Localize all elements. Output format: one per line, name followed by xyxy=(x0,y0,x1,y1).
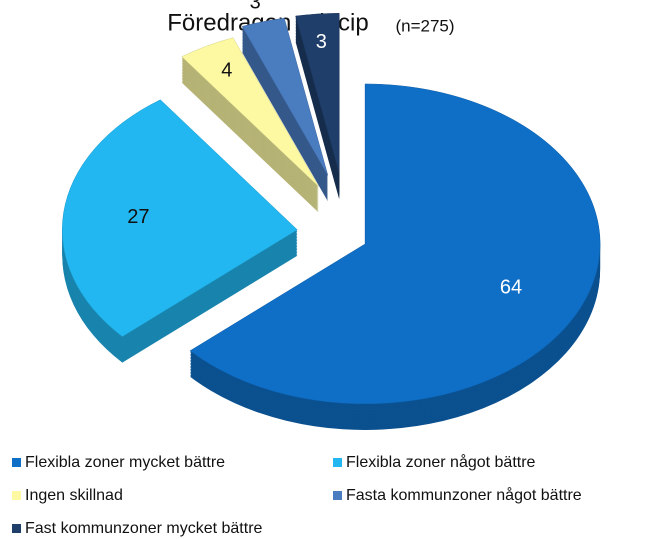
legend-label: Fast kommunzoner mycket bättre xyxy=(25,520,263,537)
legend-label: Flexibla zoner något bättre xyxy=(346,453,536,471)
legend-label: Ingen skillnad xyxy=(25,487,123,504)
data-label: 27 xyxy=(127,206,149,228)
slice xyxy=(295,13,340,174)
slice xyxy=(181,37,319,187)
legend-swatch xyxy=(333,458,342,467)
slice xyxy=(62,99,298,337)
data-label: 3 xyxy=(316,31,327,53)
legend-swatch xyxy=(12,458,21,467)
legend-swatch xyxy=(333,491,342,500)
data-label: 64 xyxy=(500,277,522,299)
chart-subtitle: (n=275) xyxy=(395,16,454,35)
legend-label: Flexibla zoner mycket bättre xyxy=(25,454,225,471)
slice xyxy=(241,17,329,176)
slice xyxy=(189,83,601,405)
slice-group xyxy=(181,37,319,213)
slice-group xyxy=(189,83,601,430)
slice-group xyxy=(295,13,340,200)
legend-swatch xyxy=(12,491,21,500)
data-label: 3 xyxy=(250,0,261,13)
data-label: 4 xyxy=(221,60,232,82)
legend-swatch xyxy=(12,524,21,533)
legend-label: Fasta kommunzoner något bättre xyxy=(346,486,582,504)
slice-group xyxy=(62,99,298,363)
slice-group xyxy=(241,17,329,202)
